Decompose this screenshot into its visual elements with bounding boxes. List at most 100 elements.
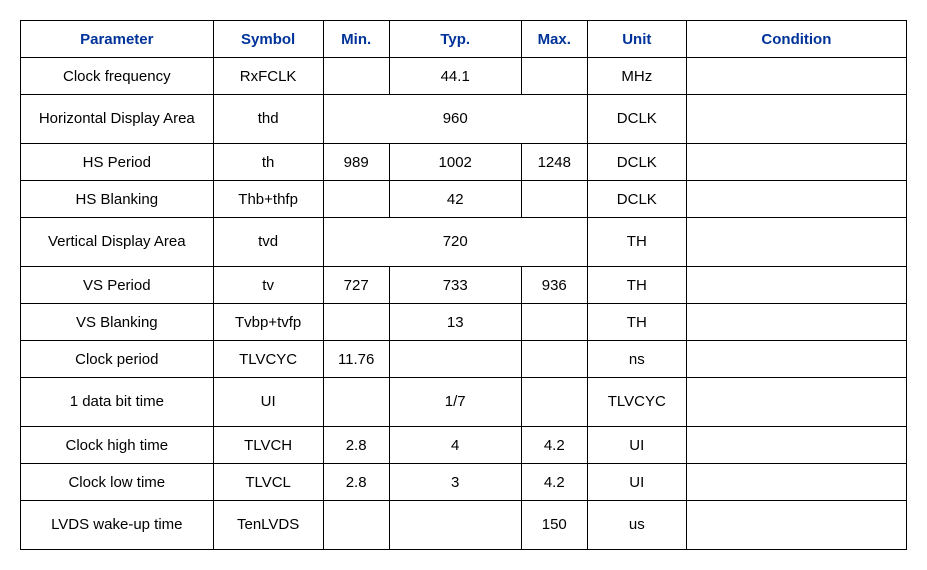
cell-unit: DCLK (587, 95, 686, 144)
table-row: Clock periodTLVCYC11.76 ns (21, 341, 907, 378)
cell-symbol: TLVCH (213, 427, 323, 464)
cell-condition (686, 144, 906, 181)
cell-typ: 13 (389, 304, 521, 341)
table-row: HS BlankingThb+thfp 42 DCLK (21, 181, 907, 218)
cell-condition (686, 95, 906, 144)
cell-parameter: LVDS wake-up time (21, 501, 214, 550)
table-row: Clock frequencyRxFCLK 44.1 MHz (21, 58, 907, 95)
cell-condition (686, 58, 906, 95)
cell-symbol: UI (213, 378, 323, 427)
cell-symbol: tvd (213, 218, 323, 267)
cell-unit: DCLK (587, 144, 686, 181)
cell-condition (686, 267, 906, 304)
cell-max: 936 (521, 267, 587, 304)
cell-symbol: TLVCYC (213, 341, 323, 378)
cell-typ-merged: 720 (323, 218, 587, 267)
cell-symbol: th (213, 144, 323, 181)
cell-max: 1248 (521, 144, 587, 181)
col-max: Max. (521, 21, 587, 58)
col-min: Min. (323, 21, 389, 58)
col-symbol: Symbol (213, 21, 323, 58)
cell-parameter: Clock frequency (21, 58, 214, 95)
cell-typ (389, 501, 521, 550)
cell-condition (686, 464, 906, 501)
timing-parameters-table: Parameter Symbol Min. Typ. Max. Unit Con… (20, 20, 907, 550)
cell-condition (686, 304, 906, 341)
cell-typ (389, 341, 521, 378)
cell-unit: TH (587, 304, 686, 341)
cell-typ-merged: 960 (323, 95, 587, 144)
cell-condition (686, 181, 906, 218)
table-header-row: Parameter Symbol Min. Typ. Max. Unit Con… (21, 21, 907, 58)
cell-unit: UI (587, 464, 686, 501)
cell-parameter: Vertical Display Area (21, 218, 214, 267)
cell-max: 4.2 (521, 464, 587, 501)
cell-typ: 3 (389, 464, 521, 501)
cell-condition (686, 341, 906, 378)
cell-parameter: HS Period (21, 144, 214, 181)
cell-unit: us (587, 501, 686, 550)
cell-min (323, 304, 389, 341)
cell-unit: TH (587, 267, 686, 304)
table-row: Clock high timeTLVCH2.844.2UI (21, 427, 907, 464)
cell-min: 989 (323, 144, 389, 181)
cell-typ: 44.1 (389, 58, 521, 95)
col-typ: Typ. (389, 21, 521, 58)
cell-parameter: Clock low time (21, 464, 214, 501)
cell-unit: DCLK (587, 181, 686, 218)
cell-max (521, 341, 587, 378)
table-row: Horizontal Display Areathd960DCLK (21, 95, 907, 144)
cell-symbol: Tvbp+tvfp (213, 304, 323, 341)
cell-min (323, 58, 389, 95)
cell-unit: ns (587, 341, 686, 378)
cell-min (323, 181, 389, 218)
table-row: Vertical Display Areatvd720TH (21, 218, 907, 267)
cell-condition (686, 218, 906, 267)
col-parameter: Parameter (21, 21, 214, 58)
cell-min (323, 378, 389, 427)
cell-symbol: tv (213, 267, 323, 304)
cell-parameter: VS Period (21, 267, 214, 304)
cell-typ: 733 (389, 267, 521, 304)
cell-condition (686, 378, 906, 427)
cell-symbol: RxFCLK (213, 58, 323, 95)
cell-max (521, 181, 587, 218)
cell-max: 4.2 (521, 427, 587, 464)
cell-min (323, 501, 389, 550)
col-condition: Condition (686, 21, 906, 58)
cell-parameter: Clock high time (21, 427, 214, 464)
cell-parameter: Horizontal Display Area (21, 95, 214, 144)
table-row: LVDS wake-up timeTenLVDS 150us (21, 501, 907, 550)
table-row: HS Periodth98910021248DCLK (21, 144, 907, 181)
table-row: Clock low timeTLVCL2.834.2UI (21, 464, 907, 501)
cell-symbol: Thb+thfp (213, 181, 323, 218)
cell-max (521, 378, 587, 427)
cell-parameter: HS Blanking (21, 181, 214, 218)
cell-symbol: thd (213, 95, 323, 144)
cell-unit: TH (587, 218, 686, 267)
cell-min: 727 (323, 267, 389, 304)
table-row: 1 data bit timeUI 1/7 TLVCYC (21, 378, 907, 427)
cell-min: 11.76 (323, 341, 389, 378)
cell-typ: 42 (389, 181, 521, 218)
cell-condition (686, 501, 906, 550)
cell-min: 2.8 (323, 464, 389, 501)
cell-symbol: TLVCL (213, 464, 323, 501)
cell-max: 150 (521, 501, 587, 550)
cell-symbol: TenLVDS (213, 501, 323, 550)
cell-max (521, 58, 587, 95)
cell-typ: 1002 (389, 144, 521, 181)
cell-condition (686, 427, 906, 464)
cell-typ: 4 (389, 427, 521, 464)
cell-unit: MHz (587, 58, 686, 95)
cell-parameter: VS Blanking (21, 304, 214, 341)
cell-parameter: Clock period (21, 341, 214, 378)
cell-max (521, 304, 587, 341)
cell-min: 2.8 (323, 427, 389, 464)
cell-unit: TLVCYC (587, 378, 686, 427)
cell-unit: UI (587, 427, 686, 464)
cell-parameter: 1 data bit time (21, 378, 214, 427)
table-row: VS BlankingTvbp+tvfp 13 TH (21, 304, 907, 341)
cell-typ: 1/7 (389, 378, 521, 427)
table-row: VS Periodtv727733936TH (21, 267, 907, 304)
